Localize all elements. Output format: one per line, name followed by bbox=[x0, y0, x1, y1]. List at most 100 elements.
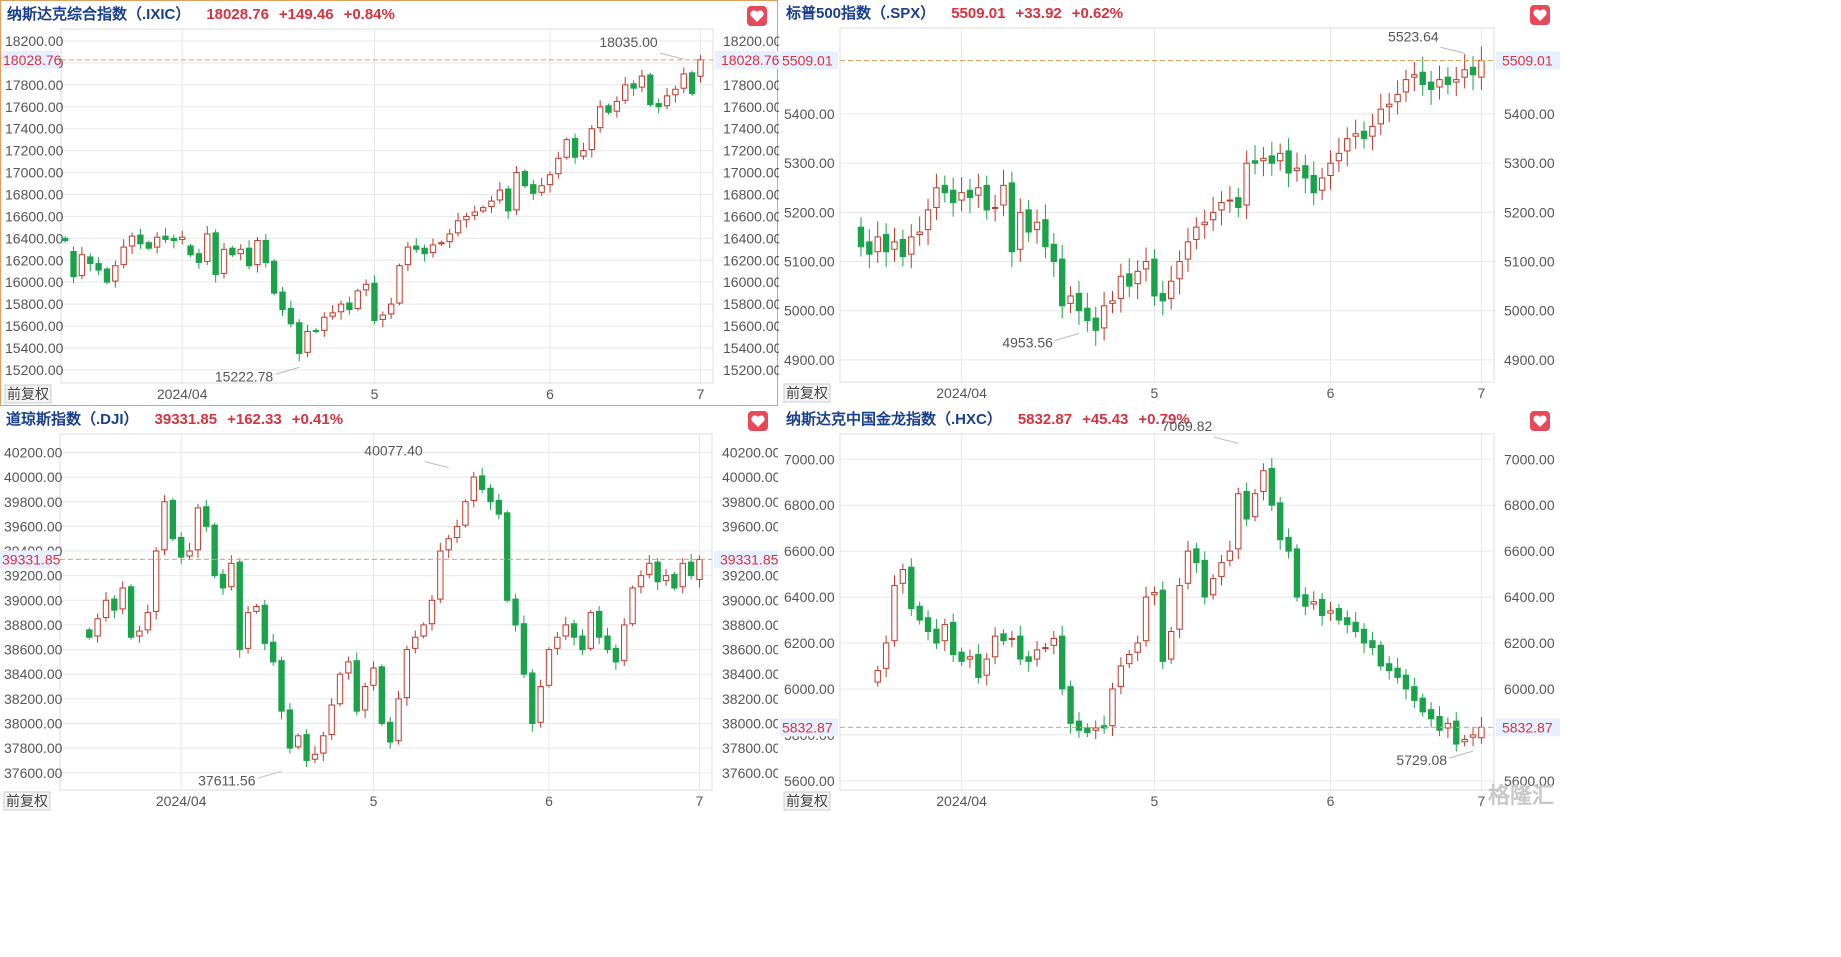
candle bbox=[621, 618, 628, 666]
candle-body bbox=[697, 59, 704, 77]
candle bbox=[555, 151, 562, 179]
candlestick-chart[interactable]: 37600.00 37600.00 37800.00 37800.00 38000.00… bbox=[0, 406, 778, 814]
candle bbox=[446, 228, 453, 249]
low-annotation: 37611.56 bbox=[198, 772, 256, 788]
y-tick-label-left: 37600.00 bbox=[4, 765, 63, 781]
candle bbox=[278, 656, 285, 720]
y-tick-label-left: 5300.00 bbox=[784, 155, 835, 171]
candle bbox=[162, 228, 169, 244]
y-tick-label-left: 6400.00 bbox=[784, 589, 835, 605]
candle-body bbox=[1134, 642, 1141, 653]
adjust-label[interactable]: 前复权 bbox=[786, 385, 828, 401]
candle bbox=[991, 627, 999, 665]
candlestick-chart[interactable]: 4900.00 4900.00 5000.00 5000.00 5100.00 5100.… bbox=[780, 0, 1560, 406]
candle-body bbox=[950, 621, 957, 655]
candle bbox=[1109, 291, 1116, 314]
candle bbox=[1402, 69, 1410, 102]
candle bbox=[1017, 625, 1024, 666]
y-tick-label-right: 16600.00 bbox=[723, 208, 779, 224]
candle bbox=[1042, 204, 1049, 259]
candle-body bbox=[1360, 130, 1368, 140]
y-tick-label-left: 16600.00 bbox=[5, 208, 64, 224]
candle bbox=[1453, 712, 1460, 752]
candle bbox=[479, 205, 487, 214]
panel-header: 道琼斯指数（.DJI） 39331.85 +162.33 +0.41% bbox=[6, 406, 343, 434]
x-tick-label: 5 bbox=[1151, 385, 1159, 401]
candle bbox=[1436, 65, 1443, 100]
panel-hxc[interactable]: 纳斯达克中国金龙指数（.HXC） 5832.87 +45.43 +0.79% 5600… bbox=[780, 406, 1560, 814]
candle-body bbox=[1386, 103, 1393, 108]
panel-ixic[interactable]: 纳斯达克综合指数（.IXIC） 18028.76 +149.46 +0.84% 152… bbox=[0, 0, 779, 407]
candle-body bbox=[1344, 617, 1351, 626]
y-tick-label-right: 5300.00 bbox=[1504, 155, 1555, 171]
candle-body bbox=[211, 524, 218, 577]
high-annotation: 5523.64 bbox=[1388, 28, 1439, 44]
candle-body bbox=[587, 612, 594, 649]
candle bbox=[1411, 62, 1418, 92]
candle-body bbox=[655, 103, 662, 108]
candle bbox=[70, 246, 77, 284]
candle bbox=[637, 570, 645, 594]
candle bbox=[152, 547, 160, 620]
candle-body bbox=[1008, 182, 1016, 253]
candle bbox=[505, 185, 512, 219]
candle-body bbox=[236, 561, 243, 651]
index-change: +149.46 bbox=[278, 6, 334, 23]
high-annotation: 40077.40 bbox=[364, 443, 423, 459]
x-tick-label: 7 bbox=[696, 793, 704, 809]
plot-frame bbox=[839, 433, 1495, 791]
candlestick-chart[interactable]: 15200.00 15200.00 15400.00 15400.00 15600.00… bbox=[1, 1, 779, 407]
y-tick-label-right: 16000.00 bbox=[723, 274, 779, 290]
candle-body bbox=[245, 247, 253, 267]
candle bbox=[1302, 154, 1309, 194]
candle-body bbox=[345, 661, 352, 674]
candle-body bbox=[1084, 307, 1091, 322]
candle-body bbox=[1008, 637, 1016, 640]
favorite-heart-icon[interactable] bbox=[1530, 5, 1550, 25]
adjust-label[interactable]: 前复权 bbox=[7, 386, 49, 402]
y-tick-label-right: 15200.00 bbox=[723, 362, 779, 378]
y-tick-label-left: 17000.00 bbox=[5, 165, 64, 181]
candle-body bbox=[1260, 157, 1267, 162]
favorite-heart-icon[interactable] bbox=[748, 411, 768, 431]
index-name[interactable]: 道琼斯指数（.DJI） bbox=[6, 411, 139, 428]
candlestick-chart[interactable]: 5600.005600.005800.006000.006000.006200.… bbox=[780, 406, 1560, 814]
index-name[interactable]: 纳斯达克综合指数（.IXIC） bbox=[7, 6, 191, 23]
candle bbox=[1251, 489, 1259, 522]
high-annotation-line bbox=[1440, 46, 1465, 54]
candle-body bbox=[454, 220, 462, 234]
candle bbox=[1469, 56, 1477, 91]
candle bbox=[136, 625, 143, 643]
candle bbox=[421, 244, 428, 262]
candle-body bbox=[941, 624, 948, 642]
candle bbox=[958, 647, 965, 666]
panel-spx[interactable]: 标普500指数（.SPX） 5509.01 +33.92 +0.62% 4900.00… bbox=[780, 0, 1560, 406]
candle bbox=[1394, 80, 1401, 115]
panel-dji[interactable]: 道琼斯指数（.DJI） 39331.85 +162.33 +0.41% 37600.0… bbox=[0, 406, 778, 814]
candle bbox=[1201, 209, 1208, 239]
candle-body bbox=[596, 106, 604, 129]
adjust-label[interactable]: 前复权 bbox=[786, 793, 828, 809]
favorite-heart-icon[interactable] bbox=[747, 6, 767, 26]
candle-body bbox=[1302, 594, 1309, 607]
candle-body bbox=[1201, 221, 1208, 226]
candle-body bbox=[899, 238, 907, 258]
candle-body bbox=[687, 561, 695, 577]
candle-body bbox=[237, 248, 244, 255]
adjust-label[interactable]: 前复权 bbox=[6, 793, 48, 809]
candle-body bbox=[621, 624, 628, 662]
candle-body bbox=[1059, 258, 1066, 307]
y-tick-label-right: 38000.00 bbox=[722, 715, 778, 731]
candle-body bbox=[1318, 598, 1326, 616]
y-tick-label-left: 15800.00 bbox=[5, 296, 64, 312]
last-price-tag-left bbox=[1, 50, 59, 69]
candle bbox=[933, 618, 940, 650]
candle bbox=[345, 656, 352, 680]
index-name[interactable]: 标普500指数（.SPX） bbox=[786, 5, 936, 22]
candle-body bbox=[361, 686, 369, 711]
y-tick-label-right: 17600.00 bbox=[723, 99, 779, 115]
last-price-tag-right bbox=[715, 50, 779, 69]
favorite-heart-icon[interactable] bbox=[1530, 411, 1550, 431]
y-tick-label-left: 39200.00 bbox=[4, 568, 63, 584]
index-name[interactable]: 纳斯达克中国金龙指数（.HXC） bbox=[786, 411, 1002, 428]
